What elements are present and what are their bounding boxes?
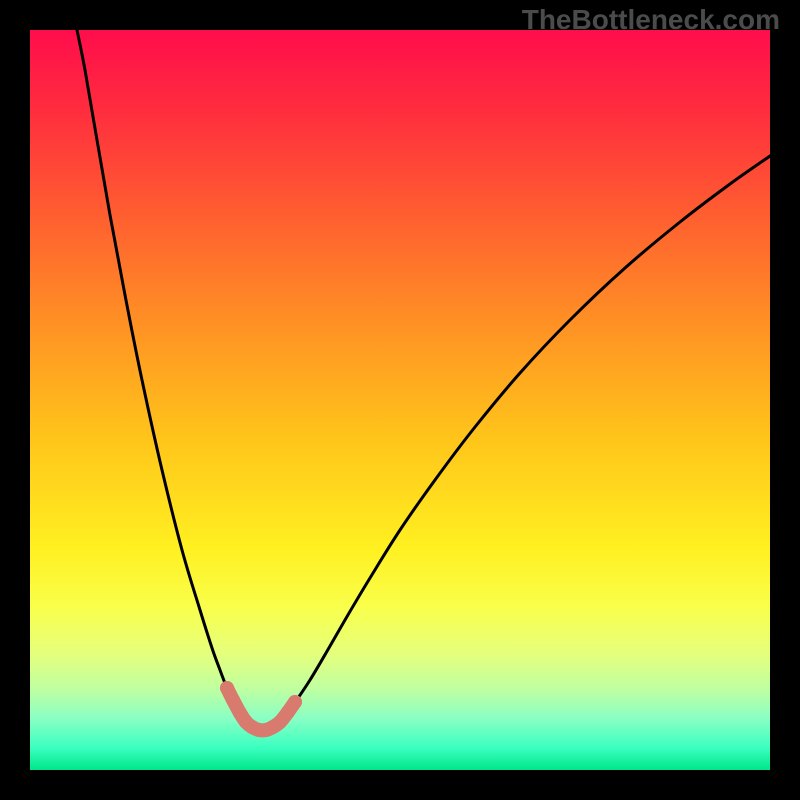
watermark-text: TheBottleneck.com xyxy=(522,4,780,36)
marker-dot xyxy=(226,693,240,707)
marker-dot xyxy=(220,681,234,695)
bottleneck-curve xyxy=(77,30,770,730)
chart-svg xyxy=(30,30,770,770)
plot-area xyxy=(30,30,770,770)
chart-frame: TheBottleneck.com xyxy=(0,0,800,800)
marker-dot xyxy=(288,695,302,709)
